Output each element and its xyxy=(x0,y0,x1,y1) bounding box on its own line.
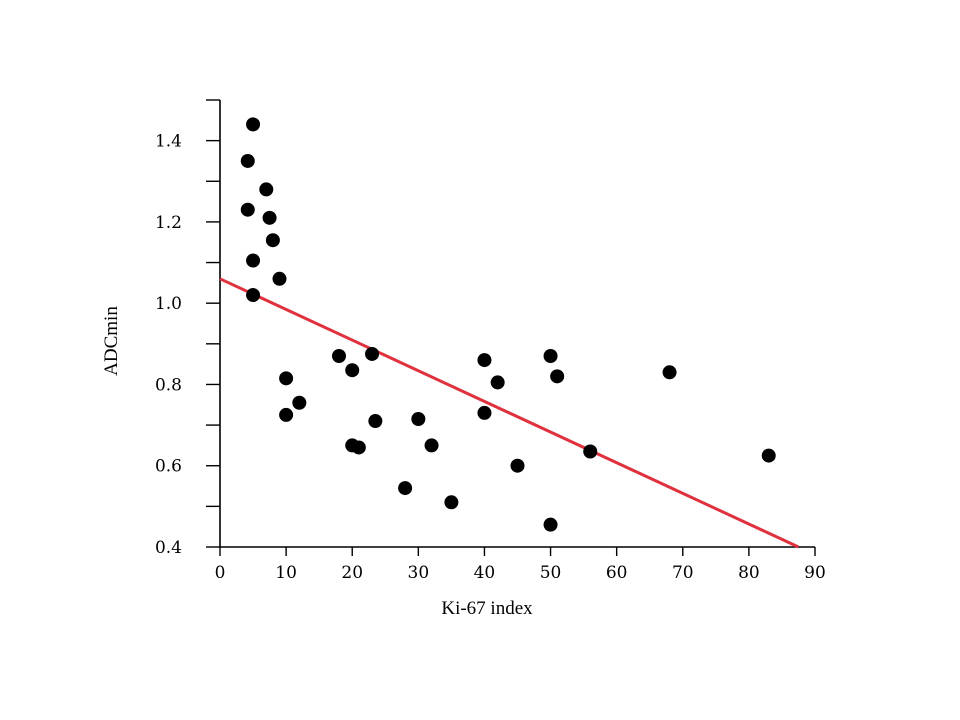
x-tick-label: 80 xyxy=(738,563,760,583)
x-tick-label: 0 xyxy=(215,563,226,583)
x-tick-label: 40 xyxy=(474,563,496,583)
data-point xyxy=(351,440,366,455)
x-tick-label: 30 xyxy=(408,563,430,583)
data-point xyxy=(279,371,294,386)
data-point xyxy=(761,448,776,463)
tick-labels: 0 10 20 30 40 50 60 70 80 90 0.4 0.6 0.8 1.0 1.2 1.4 xyxy=(155,132,826,583)
x-tick-label: 60 xyxy=(606,563,628,583)
regression-line xyxy=(219,277,800,549)
data-point xyxy=(259,182,274,197)
y-tick-label: 0.8 xyxy=(155,375,182,395)
data-point xyxy=(368,414,383,429)
data-point xyxy=(444,495,459,510)
data-point xyxy=(477,353,492,368)
y-tick-label: 0.6 xyxy=(155,457,182,477)
y-axis-title: ADCmin xyxy=(101,306,122,376)
data-point xyxy=(246,117,261,132)
data-point xyxy=(424,438,439,453)
data-point xyxy=(332,349,346,364)
regression-line-group xyxy=(219,277,800,549)
x-tick-label: 20 xyxy=(341,563,363,583)
data-point xyxy=(543,517,558,532)
data-point xyxy=(265,233,280,248)
y-tick-label: 1.4 xyxy=(155,132,182,152)
axes xyxy=(219,100,815,548)
data-point xyxy=(246,288,261,303)
y-tick-label: 1.0 xyxy=(155,294,182,314)
data-point xyxy=(543,349,558,364)
data-point xyxy=(398,481,413,496)
data-points xyxy=(240,117,776,532)
data-point xyxy=(240,202,255,217)
y-tick-label: 0.4 xyxy=(155,538,182,558)
y-tick-label: 1.2 xyxy=(155,213,182,233)
data-point xyxy=(550,369,565,384)
data-point xyxy=(510,458,525,473)
data-point xyxy=(292,395,307,410)
x-tick-label: 10 xyxy=(275,563,297,583)
data-point xyxy=(262,210,277,225)
data-point xyxy=(490,375,505,390)
x-tick-label: 50 xyxy=(540,563,562,583)
data-point xyxy=(345,363,360,378)
data-point xyxy=(246,253,261,268)
data-point xyxy=(272,271,287,286)
data-point xyxy=(365,346,380,361)
ticks xyxy=(206,99,816,556)
x-tick-label: 90 xyxy=(804,563,826,583)
data-point xyxy=(240,153,255,168)
data-point xyxy=(279,407,294,422)
data-point xyxy=(411,411,426,426)
data-point xyxy=(477,405,492,420)
data-point xyxy=(662,365,677,380)
x-tick-label: 70 xyxy=(672,563,694,583)
data-point xyxy=(583,444,598,459)
x-axis-title: Ki-67 index xyxy=(441,598,533,619)
